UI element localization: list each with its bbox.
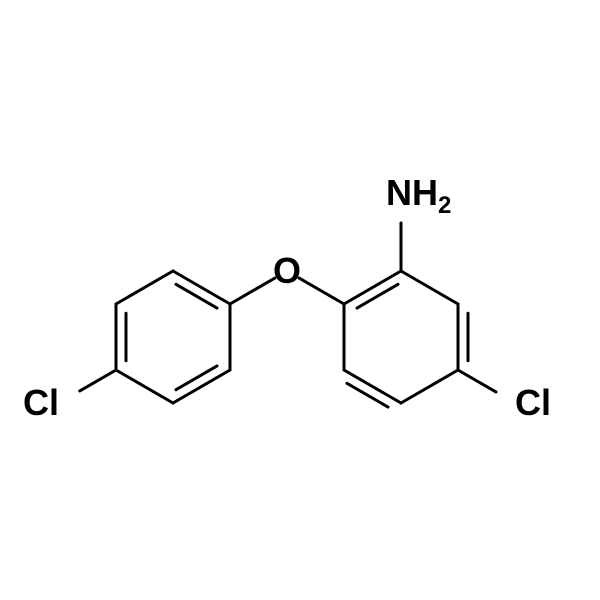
bond xyxy=(176,284,217,308)
bond xyxy=(116,271,173,304)
bond xyxy=(230,278,275,304)
bond xyxy=(401,271,458,304)
bond xyxy=(347,383,388,407)
atom-label-o: O xyxy=(273,250,301,291)
atom-label-nh2: NH2 xyxy=(386,172,451,219)
molecule-diagram: Cl O NH2 Cl xyxy=(0,0,600,600)
bond xyxy=(80,370,116,391)
bond xyxy=(299,278,344,304)
bond xyxy=(176,366,217,390)
bond xyxy=(458,370,496,392)
bond xyxy=(357,284,398,308)
bond xyxy=(401,370,458,403)
atom-label-cl: Cl xyxy=(515,382,551,423)
atom-label-cl: Cl xyxy=(23,382,59,423)
bond xyxy=(116,370,173,403)
